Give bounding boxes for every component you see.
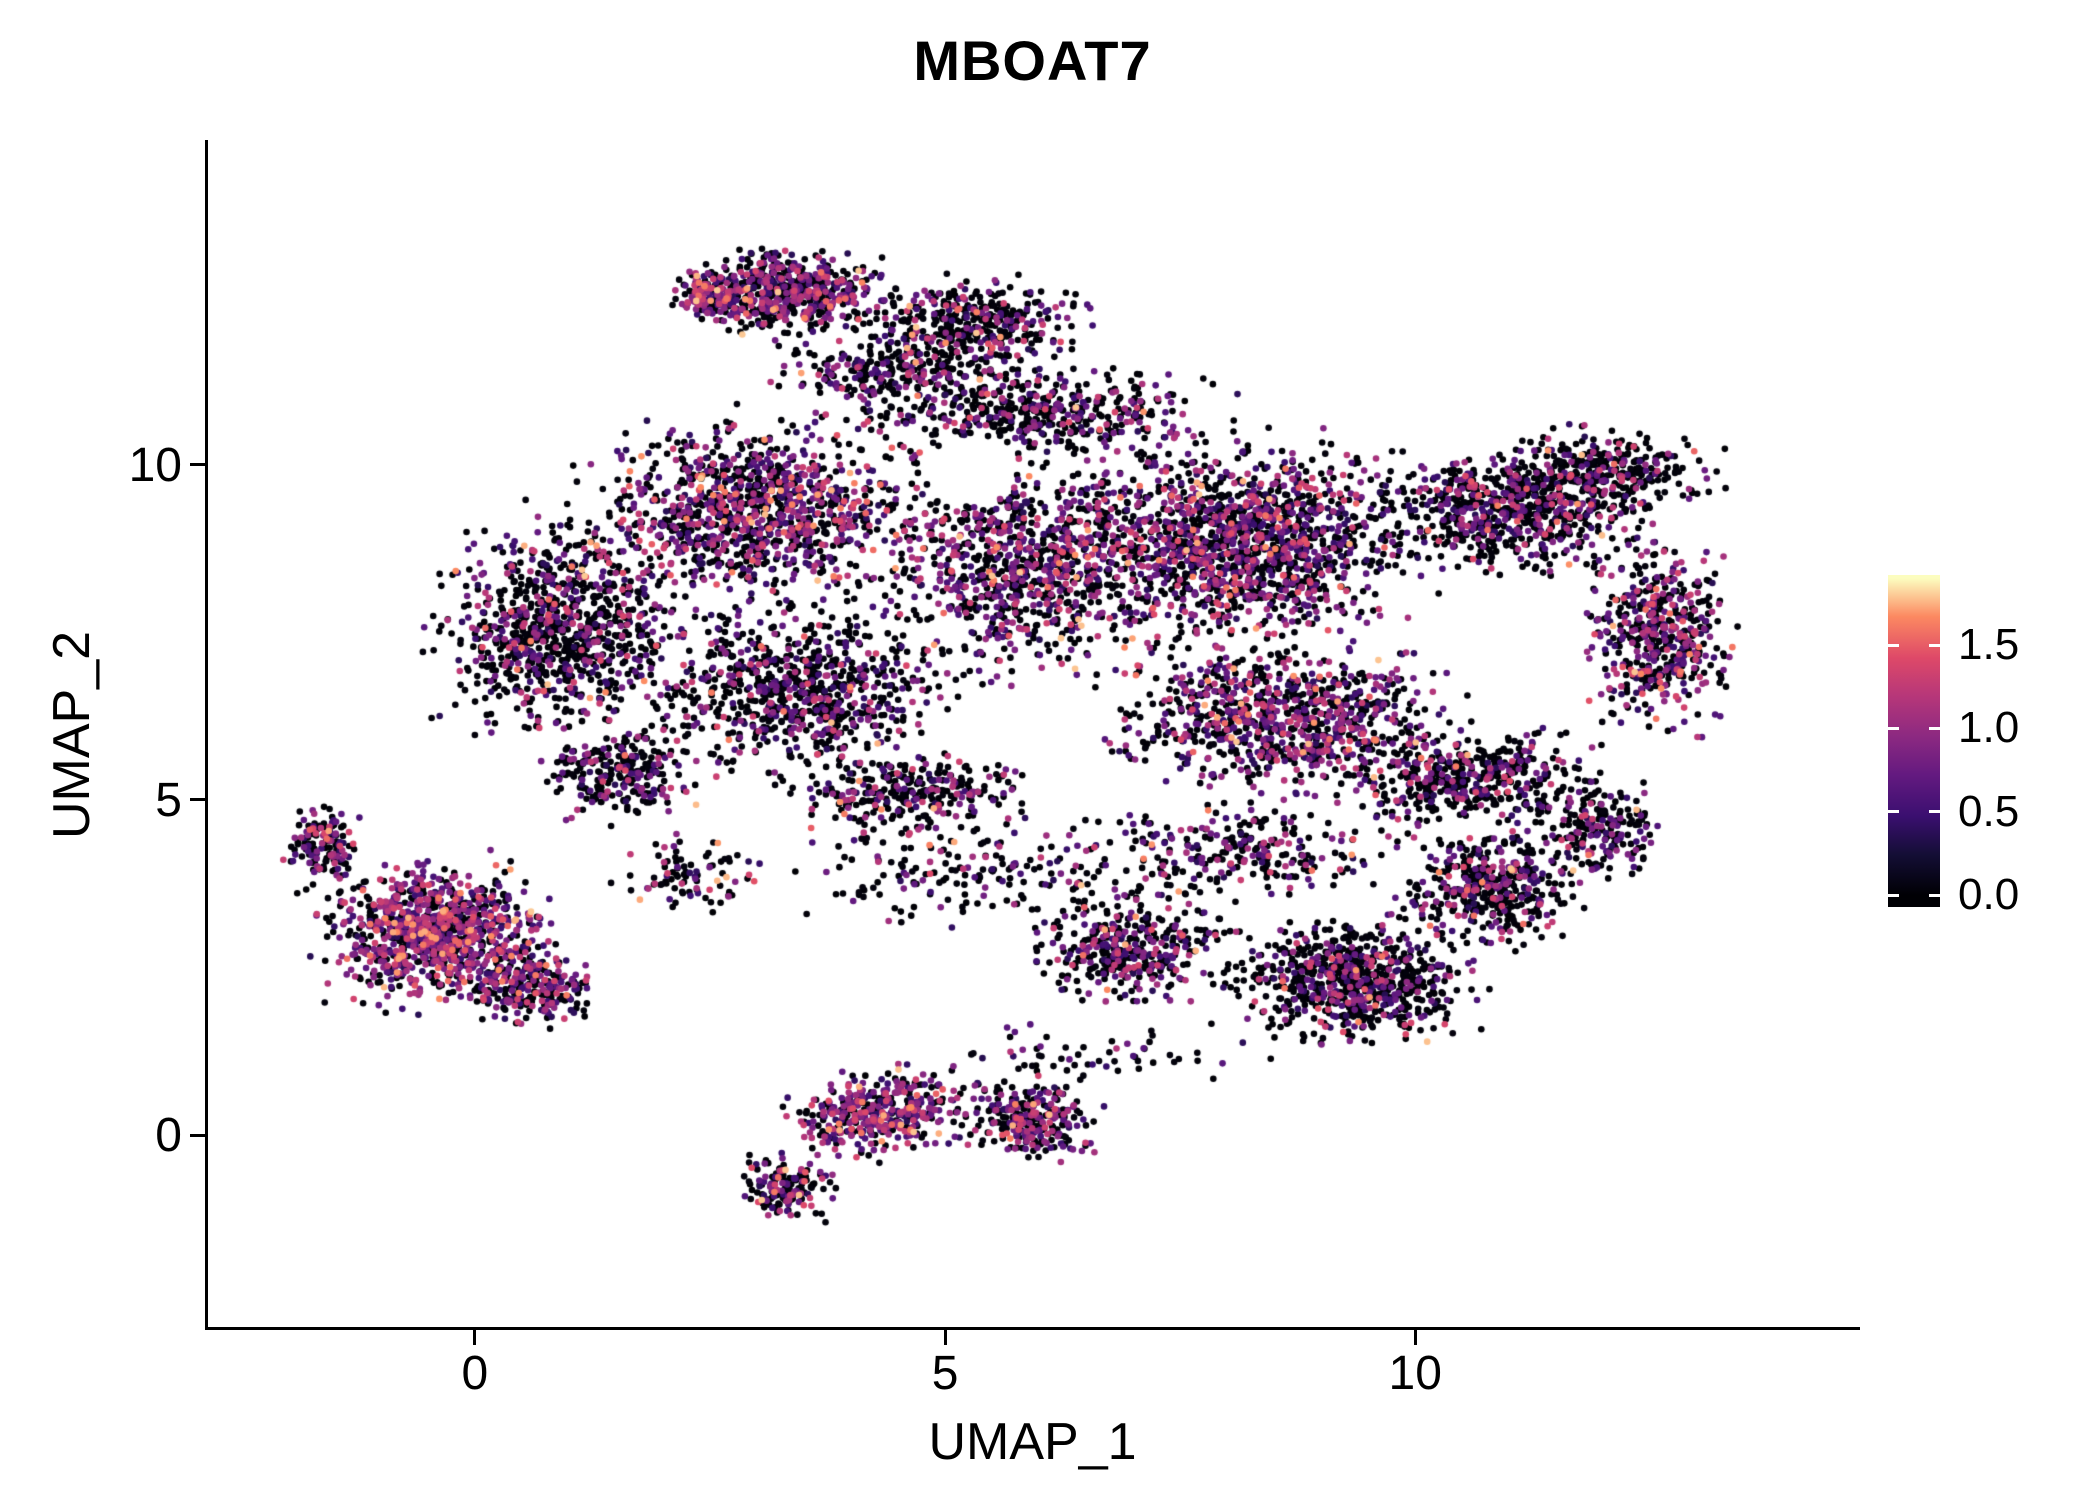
- colorbar-tick-mark: [1888, 643, 1899, 647]
- colorbar-gradient: [1888, 575, 1940, 907]
- x-tick-label: 10: [1388, 1347, 1442, 1400]
- colorbar-tick-mark: [1888, 810, 1899, 814]
- colorbar-tick-mark: [1929, 893, 1940, 897]
- y-tick-label: 10: [128, 438, 182, 492]
- colorbar-tick-label: 0.5: [1958, 786, 2020, 836]
- colorbar-tick-label: 1.0: [1958, 703, 2020, 753]
- x-tick-mark: [473, 1330, 477, 1345]
- colorbar-tick-label: 0.0: [1958, 870, 2020, 920]
- x-tick-mark: [1413, 1330, 1417, 1345]
- scatter-canvas: [205, 140, 1860, 1330]
- y-tick-mark: [190, 463, 205, 467]
- colorbar-tick-mark: [1929, 810, 1940, 814]
- colorbar-tick-mark: [1929, 643, 1940, 647]
- y-tick-label: 0: [155, 1109, 182, 1163]
- colorbar-tick-mark: [1888, 893, 1899, 897]
- x-tick-label: 0: [461, 1347, 489, 1400]
- x-axis-label: UMAP_1: [928, 1413, 1137, 1471]
- y-tick-mark: [190, 798, 205, 802]
- y-tick-label: 5: [155, 773, 182, 827]
- plot-title: MBOAT7: [913, 29, 1152, 92]
- colorbar-tick-label: 1.5: [1958, 620, 2020, 670]
- colorbar-tick-mark: [1929, 726, 1940, 730]
- y-tick-mark: [190, 1133, 205, 1137]
- x-tick-mark: [943, 1330, 947, 1345]
- colorbar-tick-mark: [1888, 726, 1899, 730]
- x-tick-label: 5: [931, 1347, 959, 1400]
